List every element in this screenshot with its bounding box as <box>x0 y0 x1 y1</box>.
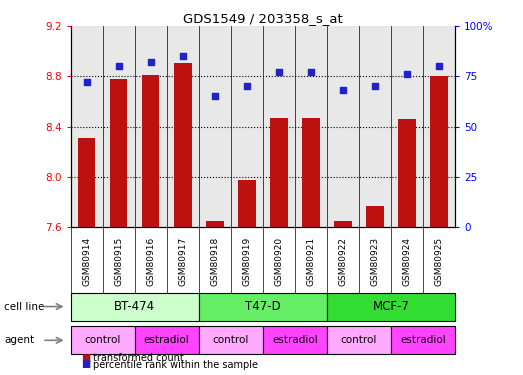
Text: agent: agent <box>4 335 35 345</box>
Text: GSM80917: GSM80917 <box>178 237 187 286</box>
Bar <box>430 76 448 227</box>
Point <box>403 71 411 77</box>
Bar <box>71 292 199 321</box>
Text: MCF-7: MCF-7 <box>372 300 410 313</box>
Text: ■: ■ <box>81 360 90 369</box>
Point <box>371 84 379 90</box>
Text: GSM80923: GSM80923 <box>370 237 379 286</box>
Text: control: control <box>212 335 249 345</box>
Text: estradiol: estradiol <box>272 335 317 345</box>
Bar <box>263 326 327 354</box>
Bar <box>238 180 256 227</box>
Bar <box>174 63 191 227</box>
Point <box>435 63 443 69</box>
Text: BT-474: BT-474 <box>114 300 155 313</box>
Point <box>146 59 155 65</box>
Bar <box>78 138 95 227</box>
Text: GSM80922: GSM80922 <box>338 237 347 286</box>
Text: GSM80918: GSM80918 <box>210 237 219 286</box>
Bar <box>327 292 455 321</box>
Point <box>211 93 219 99</box>
Point <box>83 80 91 86</box>
Point <box>115 63 123 69</box>
Bar <box>366 206 384 227</box>
Bar <box>135 326 199 354</box>
Bar <box>199 292 327 321</box>
Text: GSM80916: GSM80916 <box>146 237 155 286</box>
Bar <box>327 326 391 354</box>
Bar <box>199 326 263 354</box>
Bar <box>206 220 223 227</box>
Bar <box>391 326 455 354</box>
Text: GSM80924: GSM80924 <box>403 237 412 286</box>
Title: GDS1549 / 203358_s_at: GDS1549 / 203358_s_at <box>183 12 343 25</box>
Text: GSM80921: GSM80921 <box>306 237 315 286</box>
Bar <box>334 220 351 227</box>
Text: GSM80920: GSM80920 <box>275 237 283 286</box>
Text: ■: ■ <box>81 353 90 363</box>
Bar <box>270 118 288 227</box>
Text: percentile rank within the sample: percentile rank within the sample <box>93 360 257 369</box>
Bar <box>302 118 320 227</box>
Point <box>243 84 251 90</box>
Point <box>275 69 283 75</box>
Point <box>178 53 187 59</box>
Text: estradiol: estradiol <box>144 335 189 345</box>
Text: GSM80919: GSM80919 <box>242 237 251 286</box>
Text: T47-D: T47-D <box>245 300 281 313</box>
Text: transformed count: transformed count <box>93 353 184 363</box>
Bar <box>398 119 416 227</box>
Point <box>339 87 347 93</box>
Text: control: control <box>84 335 121 345</box>
Text: estradiol: estradiol <box>400 335 446 345</box>
Text: GSM80915: GSM80915 <box>114 237 123 286</box>
Text: control: control <box>340 335 377 345</box>
Text: GSM80925: GSM80925 <box>435 237 444 286</box>
Bar <box>71 326 135 354</box>
Text: GSM80914: GSM80914 <box>82 237 91 286</box>
Bar <box>142 75 160 227</box>
Text: cell line: cell line <box>4 302 44 312</box>
Bar <box>110 79 128 227</box>
Point <box>306 69 315 75</box>
